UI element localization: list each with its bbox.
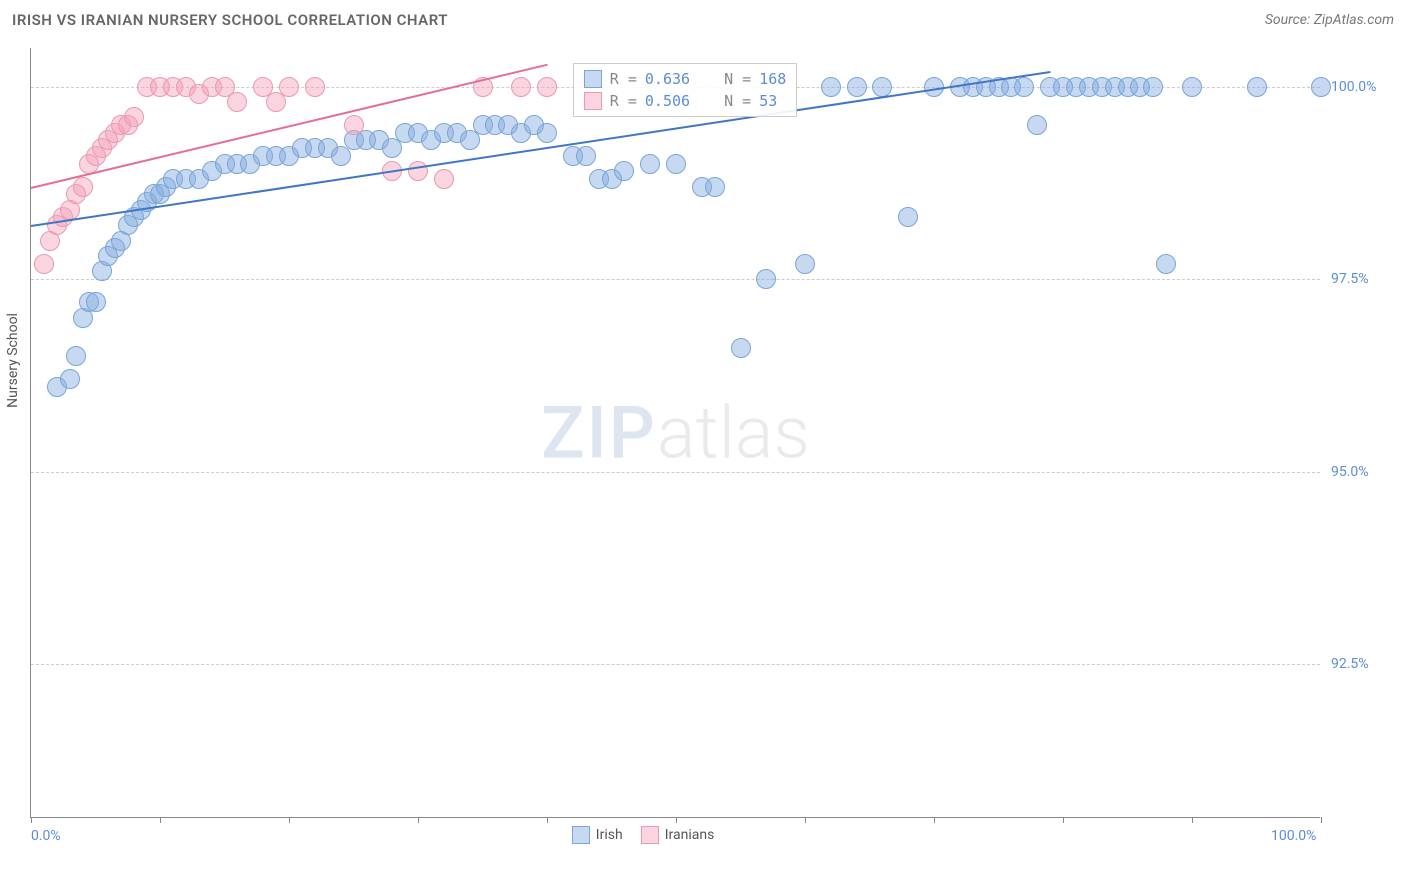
gridline xyxy=(31,664,1320,665)
legend-swatch xyxy=(572,826,590,844)
scatter-point xyxy=(86,292,106,312)
scatter-point xyxy=(756,269,776,289)
stats-row: R = 0.506 N = 53 xyxy=(584,90,787,112)
legend-swatch xyxy=(641,826,659,844)
scatter-point xyxy=(60,369,80,389)
x-tick xyxy=(1192,817,1193,823)
x-tick xyxy=(547,817,548,823)
legend-label: Iranians xyxy=(665,827,715,843)
chart-title: IRISH VS IRANIAN NURSERY SCHOOL CORRELAT… xyxy=(12,11,448,29)
y-tick-label: 100.0% xyxy=(1331,79,1376,95)
gridline xyxy=(31,279,1320,280)
x-tick xyxy=(160,817,161,823)
x-tick xyxy=(1063,817,1064,823)
x-tick xyxy=(805,817,806,823)
stat-n-label: N = xyxy=(724,92,751,110)
legend-item: Irish xyxy=(572,826,623,844)
legend-swatch xyxy=(584,70,602,88)
scatter-point xyxy=(34,254,54,274)
scatter-point xyxy=(614,161,634,181)
scatter-point xyxy=(1182,77,1202,97)
scatter-point xyxy=(795,254,815,274)
chart-header: IRISH VS IRANIAN NURSERY SCHOOL CORRELAT… xyxy=(0,0,1406,40)
scatter-point xyxy=(1143,77,1163,97)
x-tick xyxy=(289,817,290,823)
scatter-point xyxy=(511,77,531,97)
scatter-point xyxy=(537,123,557,143)
stats-box: R = 0.636 N = 168 R = 0.506 N = 53 xyxy=(573,63,798,117)
y-tick-label: 92.5% xyxy=(1331,656,1369,672)
x-tick xyxy=(676,817,677,823)
y-tick-label: 97.5% xyxy=(1331,271,1369,287)
scatter-point xyxy=(1247,77,1267,97)
x-tick xyxy=(934,817,935,823)
scatter-point xyxy=(898,207,918,227)
scatter-point xyxy=(640,154,660,174)
stat-r-value: 0.636 xyxy=(645,70,690,88)
scatter-point xyxy=(305,77,325,97)
scatter-point xyxy=(1027,115,1047,135)
x-tick-label: 0.0% xyxy=(31,828,61,844)
scatter-point xyxy=(705,177,725,197)
scatter-point xyxy=(847,77,867,97)
stat-r-value: 0.506 xyxy=(645,92,690,110)
chart-source: Source: ZipAtlas.com xyxy=(1265,12,1394,28)
watermark-light: atlas xyxy=(657,390,810,475)
scatter-point xyxy=(227,92,247,112)
watermark: ZIPatlas xyxy=(541,390,810,475)
x-tick-label: 100.0% xyxy=(1271,828,1316,844)
scatter-point xyxy=(731,338,751,358)
scatter-point xyxy=(344,115,364,135)
scatter-point xyxy=(73,177,93,197)
legend-swatch xyxy=(584,92,602,110)
x-tick xyxy=(418,817,419,823)
watermark-bold: ZIP xyxy=(541,390,657,475)
stat-n-value: 53 xyxy=(759,92,777,110)
stat-r-label: R = xyxy=(610,92,637,110)
scatter-point xyxy=(434,169,454,189)
x-tick xyxy=(1321,817,1322,823)
gridline xyxy=(31,472,1320,473)
stat-n-label: N = xyxy=(724,70,751,88)
scatter-point xyxy=(576,146,596,166)
scatter-point xyxy=(66,346,86,366)
legend: Irish Iranians xyxy=(572,826,715,844)
x-tick xyxy=(31,817,32,823)
legend-label: Irish xyxy=(596,827,623,843)
scatter-point xyxy=(1311,77,1331,97)
plot-area: Nursery School ZIPatlas 100.0%97.5%95.0%… xyxy=(30,48,1320,818)
scatter-point xyxy=(124,107,144,127)
scatter-point xyxy=(872,77,892,97)
y-tick-label: 95.0% xyxy=(1331,464,1369,480)
scatter-point xyxy=(408,161,428,181)
stats-row: R = 0.636 N = 168 xyxy=(584,68,787,90)
scatter-point xyxy=(537,77,557,97)
scatter-point xyxy=(821,77,841,97)
scatter-point xyxy=(279,77,299,97)
legend-item: Iranians xyxy=(641,826,715,844)
stat-n-value: 168 xyxy=(759,70,786,88)
scatter-point xyxy=(1014,77,1034,97)
stat-r-label: R = xyxy=(610,70,637,88)
scatter-point xyxy=(1156,254,1176,274)
y-axis-title: Nursery School xyxy=(5,313,21,408)
scatter-point xyxy=(666,154,686,174)
